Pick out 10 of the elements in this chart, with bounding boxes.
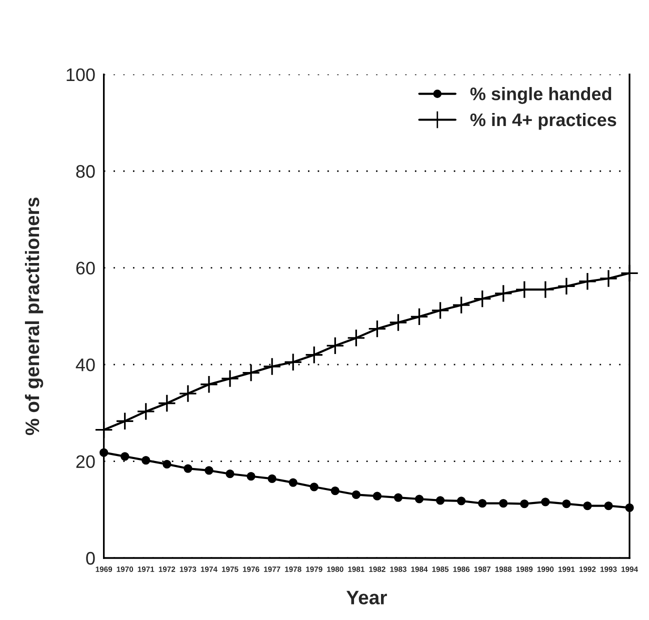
x-axis-title: Year bbox=[346, 590, 387, 604]
y-tick-label: 0 bbox=[86, 552, 95, 565]
y-tick-label: 80 bbox=[76, 165, 95, 178]
legend-label: % in 4+ practices bbox=[470, 112, 616, 130]
legend-label: % single handed bbox=[470, 87, 612, 104]
y-tick-label: 60 bbox=[76, 262, 95, 275]
y-axis-title: % of general practitioners bbox=[24, 198, 44, 436]
y-tick-label: 40 bbox=[76, 358, 95, 372]
y-tick-label: 20 bbox=[76, 455, 95, 468]
y-tick-label: 100 bbox=[66, 68, 95, 82]
